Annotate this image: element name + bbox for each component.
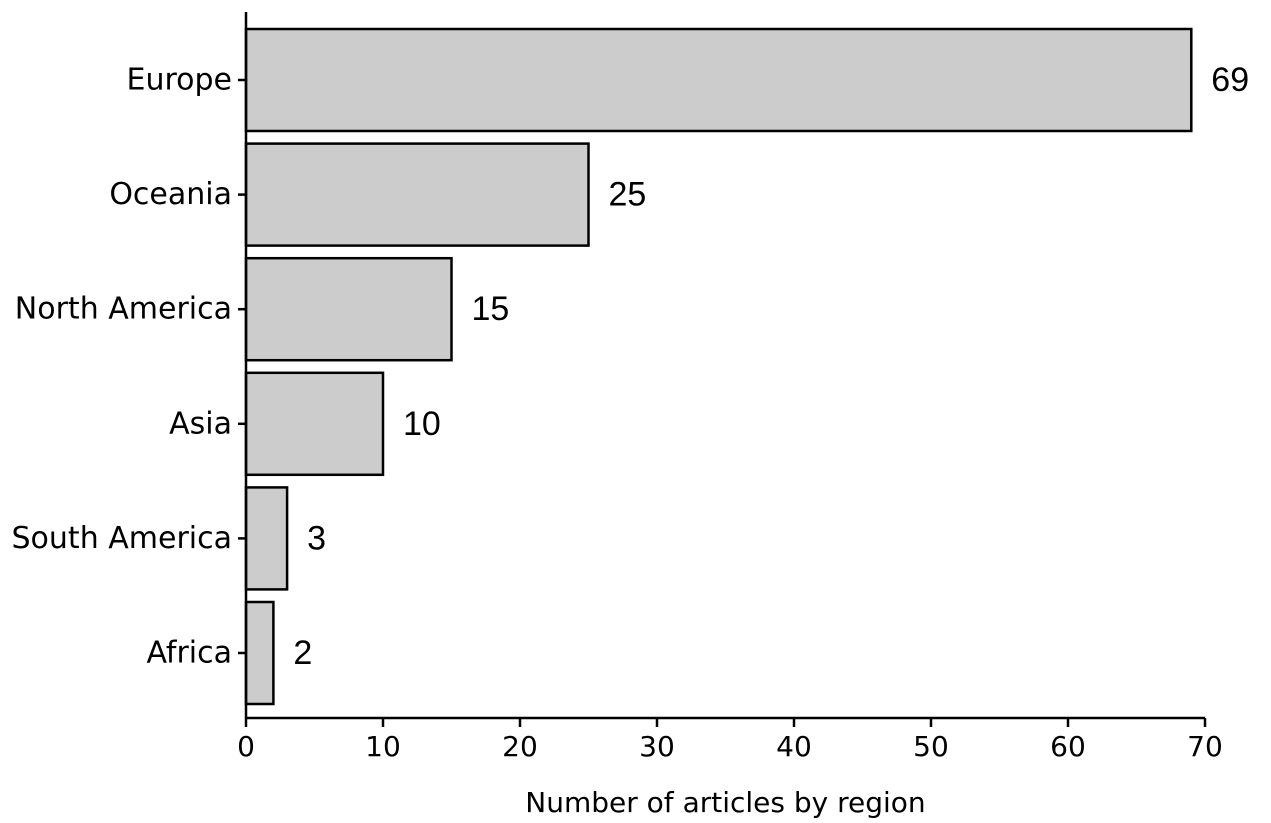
bar-south-america — [246, 487, 287, 589]
x-tick-label-0: 0 — [237, 730, 255, 763]
category-label-south-america: South America — [12, 521, 232, 556]
data-label-africa: 2 — [293, 634, 312, 672]
bar-europe — [246, 29, 1191, 131]
data-label-asia: 10 — [403, 405, 441, 443]
data-label-europe: 69 — [1211, 61, 1249, 99]
category-label-africa: Africa — [146, 636, 232, 671]
data-label-north-america: 15 — [472, 290, 510, 328]
category-label-asia: Asia — [169, 406, 232, 441]
x-tick-label-30: 30 — [639, 730, 675, 763]
category-label-north-america: North America — [15, 292, 232, 327]
bar-oceania — [246, 144, 589, 246]
x-tick-label-10: 10 — [365, 730, 401, 763]
category-labels: Europe Oceania North America Asia South Amer… — [12, 63, 246, 671]
x-tick-label-20: 20 — [502, 730, 538, 763]
bar-africa — [246, 602, 273, 704]
x-tick-label-70: 70 — [1187, 730, 1223, 763]
x-axis-ticks: 0 10 20 30 40 50 60 70 — [237, 718, 1223, 763]
category-label-oceania: Oceania — [109, 177, 232, 212]
data-label-oceania: 25 — [609, 176, 647, 214]
x-axis-title: Number of articles by region — [525, 786, 925, 819]
category-label-europe: Europe — [127, 63, 233, 98]
x-tick-label-50: 50 — [913, 730, 949, 763]
bar-north-america — [246, 258, 452, 360]
x-tick-label-40: 40 — [776, 730, 812, 763]
data-label-south-america: 3 — [307, 519, 326, 557]
bar-asia — [246, 373, 383, 475]
bars-layer — [246, 29, 1191, 704]
x-tick-label-60: 60 — [1050, 730, 1086, 763]
